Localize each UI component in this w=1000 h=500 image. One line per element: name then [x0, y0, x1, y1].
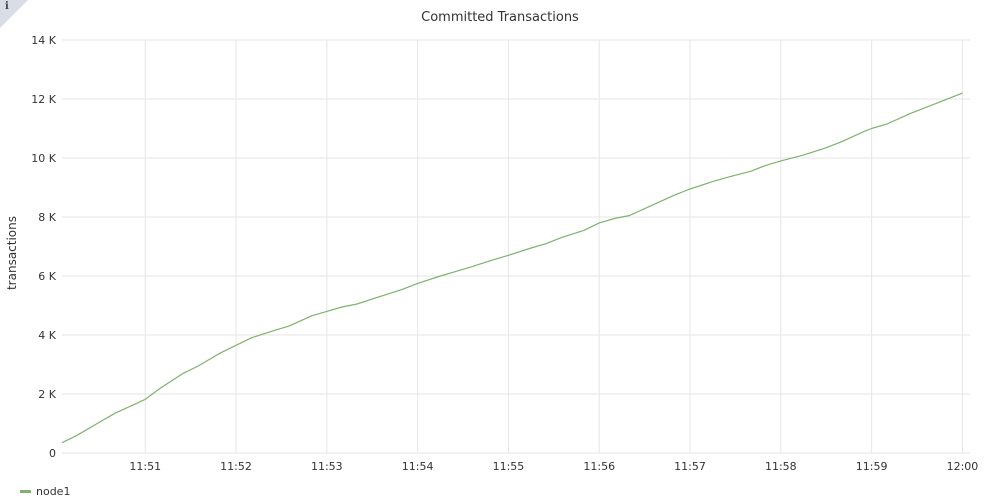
x-tick-label: 11:54 — [402, 460, 434, 473]
y-tick-label: 10 K — [31, 152, 56, 165]
y-tick-labels: 0 2 K 4 K 6 K 8 K 10 K 12 K 14 K — [31, 34, 56, 460]
x-tick-label: 11:58 — [765, 460, 797, 473]
legend: node1 — [20, 484, 70, 498]
legend-swatch-node1[interactable] — [20, 489, 31, 493]
y-tick-label: 4 K — [38, 329, 56, 342]
y-tick-label: 14 K — [31, 34, 56, 47]
chart-title: Committed Transactions — [421, 10, 579, 25]
x-tick-label: 11:56 — [583, 460, 615, 473]
x-tick-label: 12:00 — [947, 460, 979, 473]
y-tick-label: 0 — [49, 447, 56, 460]
y-gridlines — [62, 39, 970, 454]
y-tick-label: 12 K — [31, 93, 56, 106]
info-icon[interactable]: i — [5, 1, 9, 12]
y-tick-label: 8 K — [38, 211, 56, 224]
y-tick-label: 6 K — [38, 270, 56, 283]
x-tick-label: 11:55 — [493, 460, 525, 473]
x-gridlines — [144, 40, 963, 453]
y-tick-label: 2 K — [38, 388, 56, 401]
series-lines — [61, 92, 963, 444]
x-tick-label: 11:52 — [220, 460, 252, 473]
x-tick-label: 11:53 — [311, 460, 343, 473]
legend-label-node1[interactable]: node1 — [36, 484, 71, 498]
x-tick-labels: 11:51 11:52 11:53 11:54 11:55 11:56 11:57 11:58… — [129, 460, 978, 473]
x-tick-label: 11:59 — [856, 460, 888, 473]
x-tick-label: 11:51 — [129, 460, 161, 473]
series-line-node1 — [61, 92, 963, 444]
panel-info-corner[interactable] — [0, 0, 28, 28]
x-tick-label: 11:57 — [674, 460, 706, 473]
